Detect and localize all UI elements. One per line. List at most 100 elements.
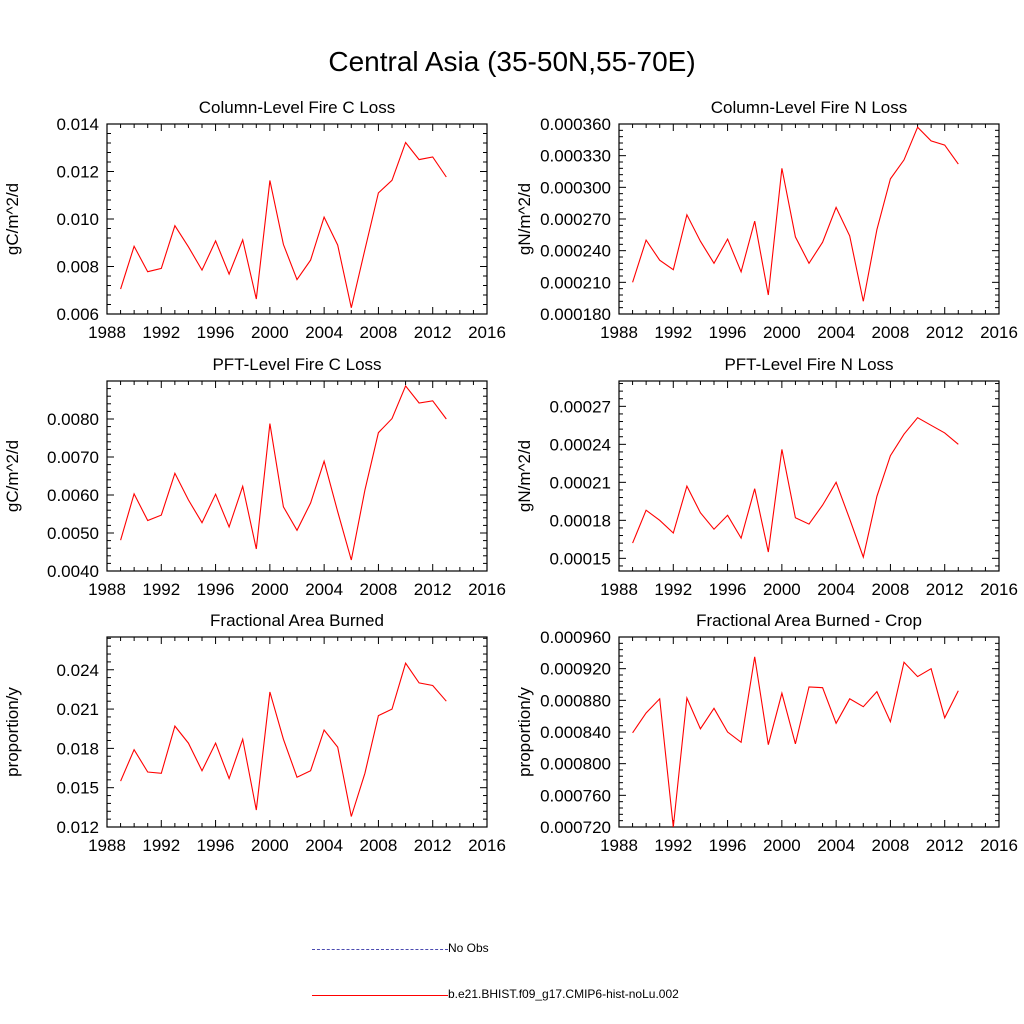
x-tick-label: 2004: [305, 836, 343, 855]
x-tick-label: 1988: [600, 580, 638, 599]
y-tick-label: 0.00027: [550, 397, 611, 416]
x-tick-label: 1988: [88, 580, 126, 599]
x-tick-label: 1996: [197, 580, 235, 599]
x-tick-label: 2000: [763, 323, 801, 342]
x-tick-label: 2000: [763, 580, 801, 599]
x-tick-label: 2016: [468, 836, 506, 855]
y-tick-label: 0.000330: [540, 147, 611, 166]
y-axis-label: gN/m^2/d: [515, 440, 534, 512]
x-tick-label: 1992: [654, 323, 692, 342]
plot-frame: [618, 123, 1000, 315]
x-tick-label: 2000: [251, 580, 289, 599]
y-tick-label: 0.014: [56, 115, 99, 134]
x-tick-label: 2012: [926, 580, 964, 599]
chart-panel: 1988 1992 1996 2000 2004 2008 2012 2016 0.000720…: [515, 611, 1018, 855]
x-tick-label: 2016: [980, 836, 1018, 855]
y-tick-label: 0.000210: [540, 273, 611, 292]
y-tick-label: 0.000180: [540, 305, 611, 324]
x-tick-label: 1996: [709, 580, 747, 599]
x-tick-label: 1992: [142, 836, 180, 855]
y-tick-label: 0.008: [56, 258, 99, 277]
y-axis-label: proportion/y: [3, 687, 22, 777]
series-line: [632, 656, 959, 828]
chart-panel: 1988 1992 1996 2000 2004 2008 2012 2016 0.00015 0…: [515, 355, 1018, 599]
legend-swatch-no-obs: [312, 949, 448, 950]
x-tick-label: 2004: [817, 323, 855, 342]
chart-panel: 1988 1992 1996 2000 2004 2008 2012 2016 0.006 0.0…: [3, 98, 506, 342]
y-tick-label: 0.012: [56, 163, 99, 182]
x-tick-label: 2012: [414, 836, 452, 855]
panel-title: Fractional Area Burned: [210, 611, 384, 630]
y-tick-label: 0.000880: [540, 691, 611, 710]
x-tick-label: 1996: [709, 836, 747, 855]
x-tick-label: 2004: [305, 580, 343, 599]
plot-frame: [106, 123, 488, 315]
x-tick-label: 1992: [654, 580, 692, 599]
series-line: [120, 661, 447, 817]
x-tick-label: 1996: [197, 323, 235, 342]
x-tick-label: 1996: [709, 323, 747, 342]
x-tick-label: 2016: [980, 580, 1018, 599]
chart-panel: 1988 1992 1996 2000 2004 2008 2012 2016 0.0040 0.…: [3, 355, 506, 599]
y-axis-label: gC/m^2/d: [3, 440, 22, 512]
panel-title: Fractional Area Burned - Crop: [696, 611, 922, 630]
plot-frame: [618, 380, 1000, 572]
x-tick-label: 2012: [926, 836, 964, 855]
x-tick-label: 2000: [251, 836, 289, 855]
legend-swatch-model-run: [312, 995, 448, 996]
x-tick-label: 2016: [468, 580, 506, 599]
x-tick-label: 2004: [817, 580, 855, 599]
y-tick-label: 0.000300: [540, 178, 611, 197]
y-axis-label: gC/m^2/d: [3, 183, 22, 255]
x-tick-label: 1988: [88, 323, 126, 342]
x-tick-label: 2012: [926, 323, 964, 342]
series-line: [120, 141, 447, 308]
y-tick-label: 0.0050: [47, 524, 99, 543]
y-tick-label: 0.0080: [47, 410, 99, 429]
legend-label-model-run: b.e21.BHIST.f09_g17.CMIP6-hist-noLu.002: [448, 987, 679, 1001]
y-tick-label: 0.00018: [550, 511, 611, 530]
y-tick-label: 0.00024: [550, 435, 611, 454]
x-tick-label: 1992: [142, 323, 180, 342]
y-tick-label: 0.010: [56, 210, 99, 229]
panel-title: Column-Level Fire C Loss: [199, 98, 396, 117]
x-tick-label: 2008: [872, 323, 910, 342]
x-tick-label: 2008: [872, 580, 910, 599]
chart-panel: 1988 1992 1996 2000 2004 2008 2012 2016 0.012 0.0…: [3, 611, 506, 855]
x-tick-label: 2000: [763, 836, 801, 855]
x-tick-label: 2008: [360, 836, 398, 855]
panel-title: Column-Level Fire N Loss: [711, 98, 908, 117]
x-tick-label: 2016: [468, 323, 506, 342]
y-tick-label: 0.018: [56, 739, 99, 758]
plot-frame: [106, 380, 488, 572]
y-axis-label: gN/m^2/d: [515, 183, 534, 255]
x-tick-label: 1988: [600, 836, 638, 855]
y-tick-label: 0.021: [56, 700, 99, 719]
y-tick-label: 0.024: [56, 661, 99, 680]
y-tick-label: 0.015: [56, 779, 99, 798]
y-tick-label: 0.000960: [540, 628, 611, 647]
y-tick-label: 0.000270: [540, 210, 611, 229]
x-tick-label: 2008: [872, 836, 910, 855]
x-tick-label: 1996: [197, 836, 235, 855]
y-tick-label: 0.0070: [47, 448, 99, 467]
panel-title: PFT-Level Fire C Loss: [212, 355, 381, 374]
y-tick-label: 0.000360: [540, 115, 611, 134]
y-tick-label: 0.00021: [550, 473, 611, 492]
y-tick-label: 0.000240: [540, 242, 611, 261]
series-line: [120, 384, 447, 561]
series-line: [632, 126, 959, 302]
y-tick-label: 0.000920: [540, 660, 611, 679]
x-tick-label: 2004: [817, 836, 855, 855]
panel-title: PFT-Level Fire N Loss: [724, 355, 893, 374]
x-tick-label: 2012: [414, 580, 452, 599]
y-tick-label: 0.0040: [47, 562, 99, 581]
y-tick-label: 0.012: [56, 818, 99, 837]
x-tick-label: 2008: [360, 323, 398, 342]
legend-label-no-obs: No Obs: [448, 941, 489, 955]
y-tick-label: 0.000800: [540, 755, 611, 774]
y-tick-label: 0.006: [56, 305, 99, 324]
y-axis-label: proportion/y: [515, 687, 534, 777]
series-line: [632, 416, 959, 560]
